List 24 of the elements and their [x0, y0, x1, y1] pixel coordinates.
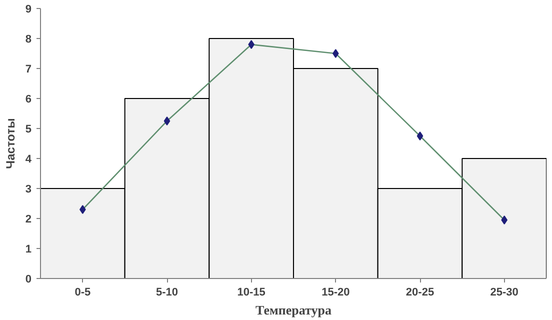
x-tick-label: 20-25 [406, 286, 434, 298]
y-tick-label: 2 [25, 214, 32, 226]
point [416, 132, 424, 140]
y-tick-label: 8 [25, 34, 32, 46]
y-tick-label: 6 [25, 94, 32, 106]
point [332, 49, 339, 58]
y-tick-label: 3 [25, 184, 32, 196]
x-axis-title: Температура [256, 302, 332, 318]
point [80, 205, 86, 214]
point [248, 40, 254, 49]
y-tick-label: 4 [25, 154, 32, 166]
y-tick-label: 0 [25, 274, 32, 286]
y-tick-label: 9 [25, 4, 32, 16]
x-tick-label: 0-5 [74, 286, 91, 298]
point [501, 216, 508, 224]
y-tick-label: 7 [25, 64, 32, 76]
x-tick-label: 5-10 [156, 286, 178, 298]
x-tick-label: 10-15 [237, 286, 266, 298]
y-axis-title: Частоты [3, 118, 18, 169]
y-tick-label: 5 [25, 124, 32, 136]
y-tick-label: 1 [25, 244, 32, 256]
point [164, 116, 170, 126]
x-tick-label: 25-30 [490, 286, 518, 298]
x-tick-label: 15-20 [322, 286, 350, 298]
